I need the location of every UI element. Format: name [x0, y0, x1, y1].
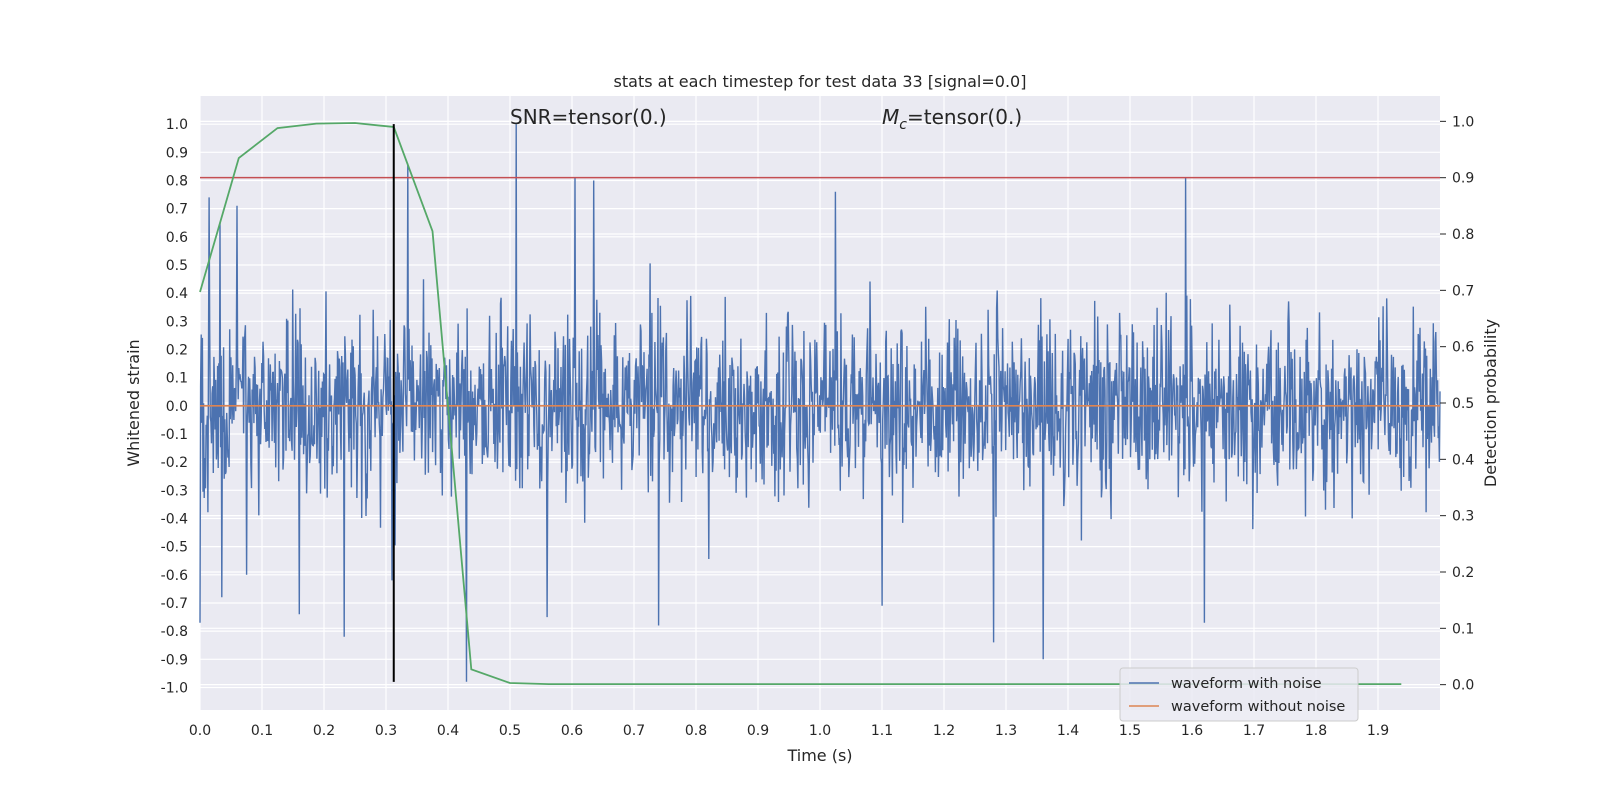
y2-tick-label: 0.6	[1452, 340, 1474, 356]
y2-tick-label: 0.3	[1452, 509, 1474, 525]
legend-label-noise: waveform with noise	[1171, 676, 1322, 692]
ticks: 0.0 0.1 0.2 0.3 0.4 0.5 0.6 0.7 0.8 0.9 1.0 1.1 1.2 1…	[161, 114, 1475, 739]
y2-tick-label: 0.9	[1452, 171, 1474, 187]
y-tick-label: 0.5	[166, 258, 188, 274]
y-tick-label: 0.9	[166, 145, 188, 161]
x-tick-label: 0.9	[747, 723, 769, 739]
y2-tick-label: 1.0	[1452, 114, 1474, 130]
y-tick-label: 0.2	[166, 342, 188, 358]
x-axis-label: Time (s)	[786, 746, 852, 765]
y2-tick-label: 0.2	[1452, 565, 1474, 581]
legend: waveform with noise waveform without noi…	[1119, 667, 1359, 722]
x-tick-label: 0.2	[313, 723, 335, 739]
x-tick-label: 0.6	[561, 723, 583, 739]
series-waveform-with-noise	[199, 124, 1441, 682]
y2-tick-label: 0.7	[1452, 283, 1474, 299]
y2-tick-label: 0.5	[1452, 396, 1474, 412]
x-tick-label: 0.0	[189, 723, 211, 739]
mc-subscript: c	[899, 117, 907, 133]
y-tick-label: -0.1	[161, 427, 188, 443]
x-tick-label: 1.2	[933, 723, 955, 739]
y-tick-label: -0.3	[161, 483, 188, 499]
y-tick-label: 0.8	[166, 173, 188, 189]
y-tick-label: 0.1	[166, 371, 188, 387]
y-tick-label: -0.8	[161, 624, 188, 640]
chart-title: stats at each timestep for test data 33 …	[614, 72, 1027, 91]
snr-annotation: SNR=tensor(0.)	[510, 105, 667, 129]
y2-tick-label: 0.0	[1452, 678, 1474, 694]
x-tick-label: 0.7	[623, 723, 645, 739]
y-tick-label: -0.6	[161, 568, 188, 584]
y-tick-label: -0.9	[161, 652, 188, 668]
y2-tick-label: 0.1	[1452, 621, 1474, 637]
x-tick-label: 1.7	[1243, 723, 1265, 739]
x-tick-label: 1.6	[1181, 723, 1203, 739]
y-tick-label: -0.4	[161, 511, 188, 527]
x-tick-label: 1.3	[995, 723, 1017, 739]
x-tick-label: 0.3	[375, 723, 397, 739]
x-tick-label: 1.0	[809, 723, 831, 739]
mc-value: =tensor(0.)	[907, 105, 1022, 129]
legend-label-clean: waveform without noise	[1171, 699, 1345, 715]
x-tick-label: 0.4	[437, 723, 459, 739]
x-tick-label: 1.5	[1119, 723, 1141, 739]
y-tick-label: 0.3	[166, 314, 188, 330]
y2-tick-label: 0.4	[1452, 452, 1474, 468]
y-tick-label: -0.2	[161, 455, 188, 471]
x-tick-label: 1.4	[1057, 723, 1079, 739]
y-tick-label: -1.0	[161, 680, 188, 696]
y-tick-label: 0.7	[166, 202, 188, 218]
mc-symbol: M	[882, 105, 899, 129]
y2-axis-label: Detection probability	[1481, 319, 1500, 487]
y-tick-label: -0.7	[161, 596, 188, 612]
y-tick-label: 0.6	[166, 230, 188, 246]
x-tick-label: 1.8	[1305, 723, 1327, 739]
y-axis-label: Whitened strain	[124, 339, 143, 466]
x-tick-label: 1.9	[1367, 723, 1389, 739]
x-tick-label: 1.1	[871, 723, 893, 739]
y-tick-label: 0.4	[166, 286, 188, 302]
legend-box	[1119, 667, 1359, 722]
y-tick-label: 0.0	[166, 399, 188, 415]
x-tick-label: 0.1	[251, 723, 273, 739]
x-tick-label: 0.5	[499, 723, 521, 739]
y2-tick-label: 0.8	[1452, 227, 1474, 243]
mc-annotation: Mc=tensor(0.)	[882, 105, 1022, 133]
x-tick-label: 0.8	[685, 723, 707, 739]
y-tick-label: -0.5	[161, 540, 188, 556]
y-tick-label: 1.0	[166, 117, 188, 133]
